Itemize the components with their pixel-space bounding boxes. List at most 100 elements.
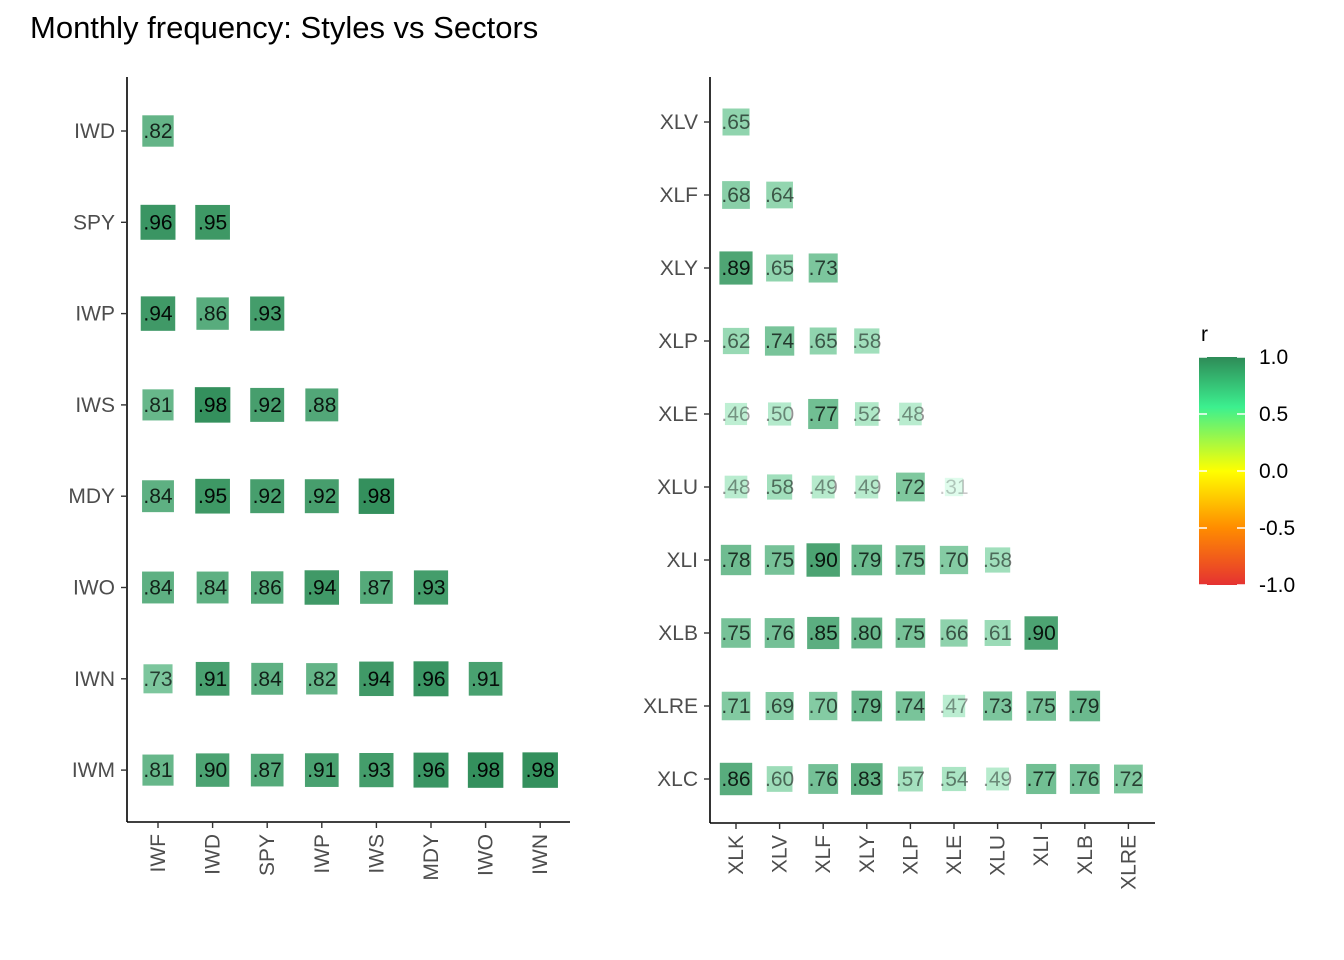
cell-label-xlf-xlv: .64 (765, 184, 795, 207)
cell-iwn-iwd (195, 661, 230, 696)
cell-iwo-iwf (142, 571, 174, 604)
color-legend: r 1.0 0.5 0.0 -0.5 -1.0 (1199, 323, 1295, 597)
cell-iwo-iws (360, 571, 393, 604)
cell-iwn-iwp (306, 663, 338, 695)
cell-xlv-xlk (722, 108, 750, 136)
cell-label-xlu-xlk: .48 (721, 476, 750, 499)
cell-label-iwn-iwp: .82 (307, 668, 336, 691)
cell-iws-iwp (305, 388, 339, 422)
cell-label-xlu-xlv: .58 (765, 476, 794, 499)
cell-xlu-xlk (724, 475, 748, 499)
y-tick-label-iwm: IWM (72, 759, 115, 782)
y-tick-label-xlv: XLV (660, 111, 698, 134)
cell-label-iwm-iwf: .81 (143, 759, 172, 782)
cell-xli-xlf (806, 543, 840, 577)
cell-xlre-xlu (983, 691, 1013, 721)
cell-label-iwo-iwp: .94 (307, 577, 337, 600)
cell-label-iwo-spy: .86 (253, 577, 282, 600)
cell-xlu-xlp (896, 472, 925, 502)
cell-xlc-xlf (808, 764, 839, 794)
cell-xlc-xlu (986, 767, 1010, 791)
cell-mdy-spy (250, 479, 285, 514)
cell-label-xlb-xlf: .85 (809, 622, 838, 645)
y-tick-label-xli: XLI (666, 549, 698, 572)
y-tick-label-xlre: XLRE (643, 695, 698, 718)
cell-xlb-xlf (807, 616, 840, 650)
cell-xle-xlp (899, 402, 922, 426)
cell-label-xlu-xlp: .72 (896, 476, 925, 499)
cell-xlre-xlk (721, 691, 751, 721)
cell-label-xli-xle: .70 (939, 549, 968, 572)
cell-label-spy-iwd: .95 (198, 211, 227, 234)
cell-xlb-xlk (721, 618, 751, 648)
y-tick-label-iwd: IWD (74, 120, 115, 143)
cell-label-xlp-xlk: .62 (721, 330, 750, 353)
cell-xlp-xlf (809, 327, 837, 355)
cell-xlc-xly (850, 763, 883, 795)
cell-iwo-mdy (413, 570, 449, 605)
cell-iwm-iwp (304, 753, 339, 787)
legend-tick-label: 0.0 (1259, 460, 1288, 483)
cell-label-iws-iwf: .81 (143, 394, 172, 417)
cell-iwn-iwf (143, 664, 173, 694)
cell-label-xle-xlk: .46 (721, 403, 750, 426)
legend-tick-label: -1.0 (1259, 574, 1295, 597)
cell-label-iwp-iwf: .94 (143, 303, 173, 326)
cell-spy-iwf (140, 204, 176, 240)
cell-iwm-iwo (467, 752, 504, 788)
cell-label-xli-xly: .79 (852, 549, 881, 572)
cell-mdy-iwf (142, 480, 174, 513)
cell-xlc-xlp (897, 766, 923, 792)
x-tick-label-xli: XLI (1030, 835, 1053, 867)
y-tick-label-xlb: XLB (658, 622, 698, 645)
cell-iwm-spy (250, 753, 284, 787)
cell-xly-xlk (719, 251, 753, 285)
cell-label-xlv-xlk: .65 (721, 111, 750, 134)
cell-iws-iwf (142, 389, 174, 421)
cell-label-xlc-xlu: .49 (983, 768, 1012, 791)
cell-label-iwn-iwd: .91 (198, 668, 227, 691)
cell-label-xlre-xlu: .73 (983, 695, 1012, 718)
y-tick-label-iws: IWS (75, 394, 115, 417)
cell-xlre-xlv (765, 691, 794, 721)
x-tick-label-xlu: XLU (987, 835, 1010, 876)
cell-label-iwm-iwd: .90 (198, 759, 227, 782)
cell-xly-xlv (766, 254, 794, 282)
cell-label-xlre-xli: .75 (1027, 695, 1056, 718)
cell-label-xlb-xle: .66 (939, 622, 968, 645)
cell-iwn-iwo (468, 661, 503, 696)
cell-xle-xlv (768, 402, 792, 426)
cell-label-iwo-mdy: .93 (416, 577, 445, 600)
cell-label-xlb-xlu: .61 (983, 622, 1012, 645)
cell-label-xlu-xle: .31 (939, 476, 968, 499)
x-tick-label-iwn: IWN (529, 834, 552, 875)
cell-label-xlre-xlv: .69 (765, 695, 794, 718)
cell-label-xlc-xlre: .72 (1114, 768, 1143, 791)
cell-label-mdy-iwd: .95 (198, 485, 227, 508)
cell-iwm-iwf (142, 754, 174, 786)
cell-iwm-mdy (413, 752, 449, 788)
cell-xlb-xlp (895, 618, 926, 648)
x-tick-label-xlf: XLF (812, 835, 835, 874)
cell-label-iwm-spy: .87 (253, 759, 282, 782)
cell-xlf-xlv (766, 181, 793, 209)
cell-xlf-xlk (722, 181, 750, 209)
cell-label-iwp-spy: .93 (253, 303, 282, 326)
y-tick-label-mdy: MDY (68, 485, 115, 508)
cell-label-xlb-xly: .80 (852, 622, 881, 645)
cell-xly-xlf (808, 253, 838, 283)
cell-label-xlre-xlk: .71 (721, 695, 750, 718)
cell-label-xly-xlf: .73 (809, 257, 838, 280)
cell-iwn-spy (251, 662, 284, 695)
x-tick-label-xlp: XLP (899, 835, 922, 875)
cell-label-xlc-xle: .54 (939, 768, 969, 791)
y-tick-label-xlc: XLC (657, 768, 698, 791)
cell-label-xli-xlv: .75 (765, 549, 794, 572)
cell-label-xle-xlv: .50 (765, 403, 794, 426)
cell-label-xlu-xlf: .49 (809, 476, 838, 499)
cell-label-xlp-xlf: .65 (809, 330, 838, 353)
cell-mdy-iwd (195, 478, 230, 514)
x-tick-label-xlre: XLRE (1117, 835, 1140, 890)
cell-iwo-iwd (196, 571, 229, 604)
cell-label-iwn-iwf: .73 (143, 668, 172, 691)
